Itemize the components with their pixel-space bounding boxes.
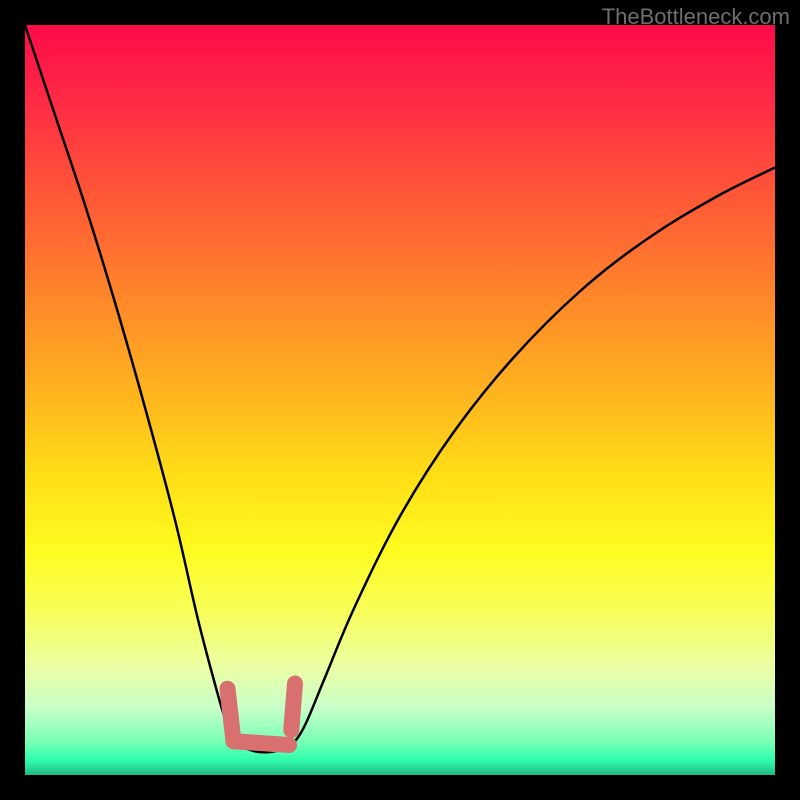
chart-container: TheBottleneck.com xyxy=(0,0,800,800)
marker-segment xyxy=(234,741,290,745)
marker-segment xyxy=(291,684,295,731)
plot-area xyxy=(25,25,775,775)
watermark-text: TheBottleneck.com xyxy=(602,4,790,30)
curve-svg xyxy=(25,25,775,775)
gradient-background xyxy=(25,25,775,775)
